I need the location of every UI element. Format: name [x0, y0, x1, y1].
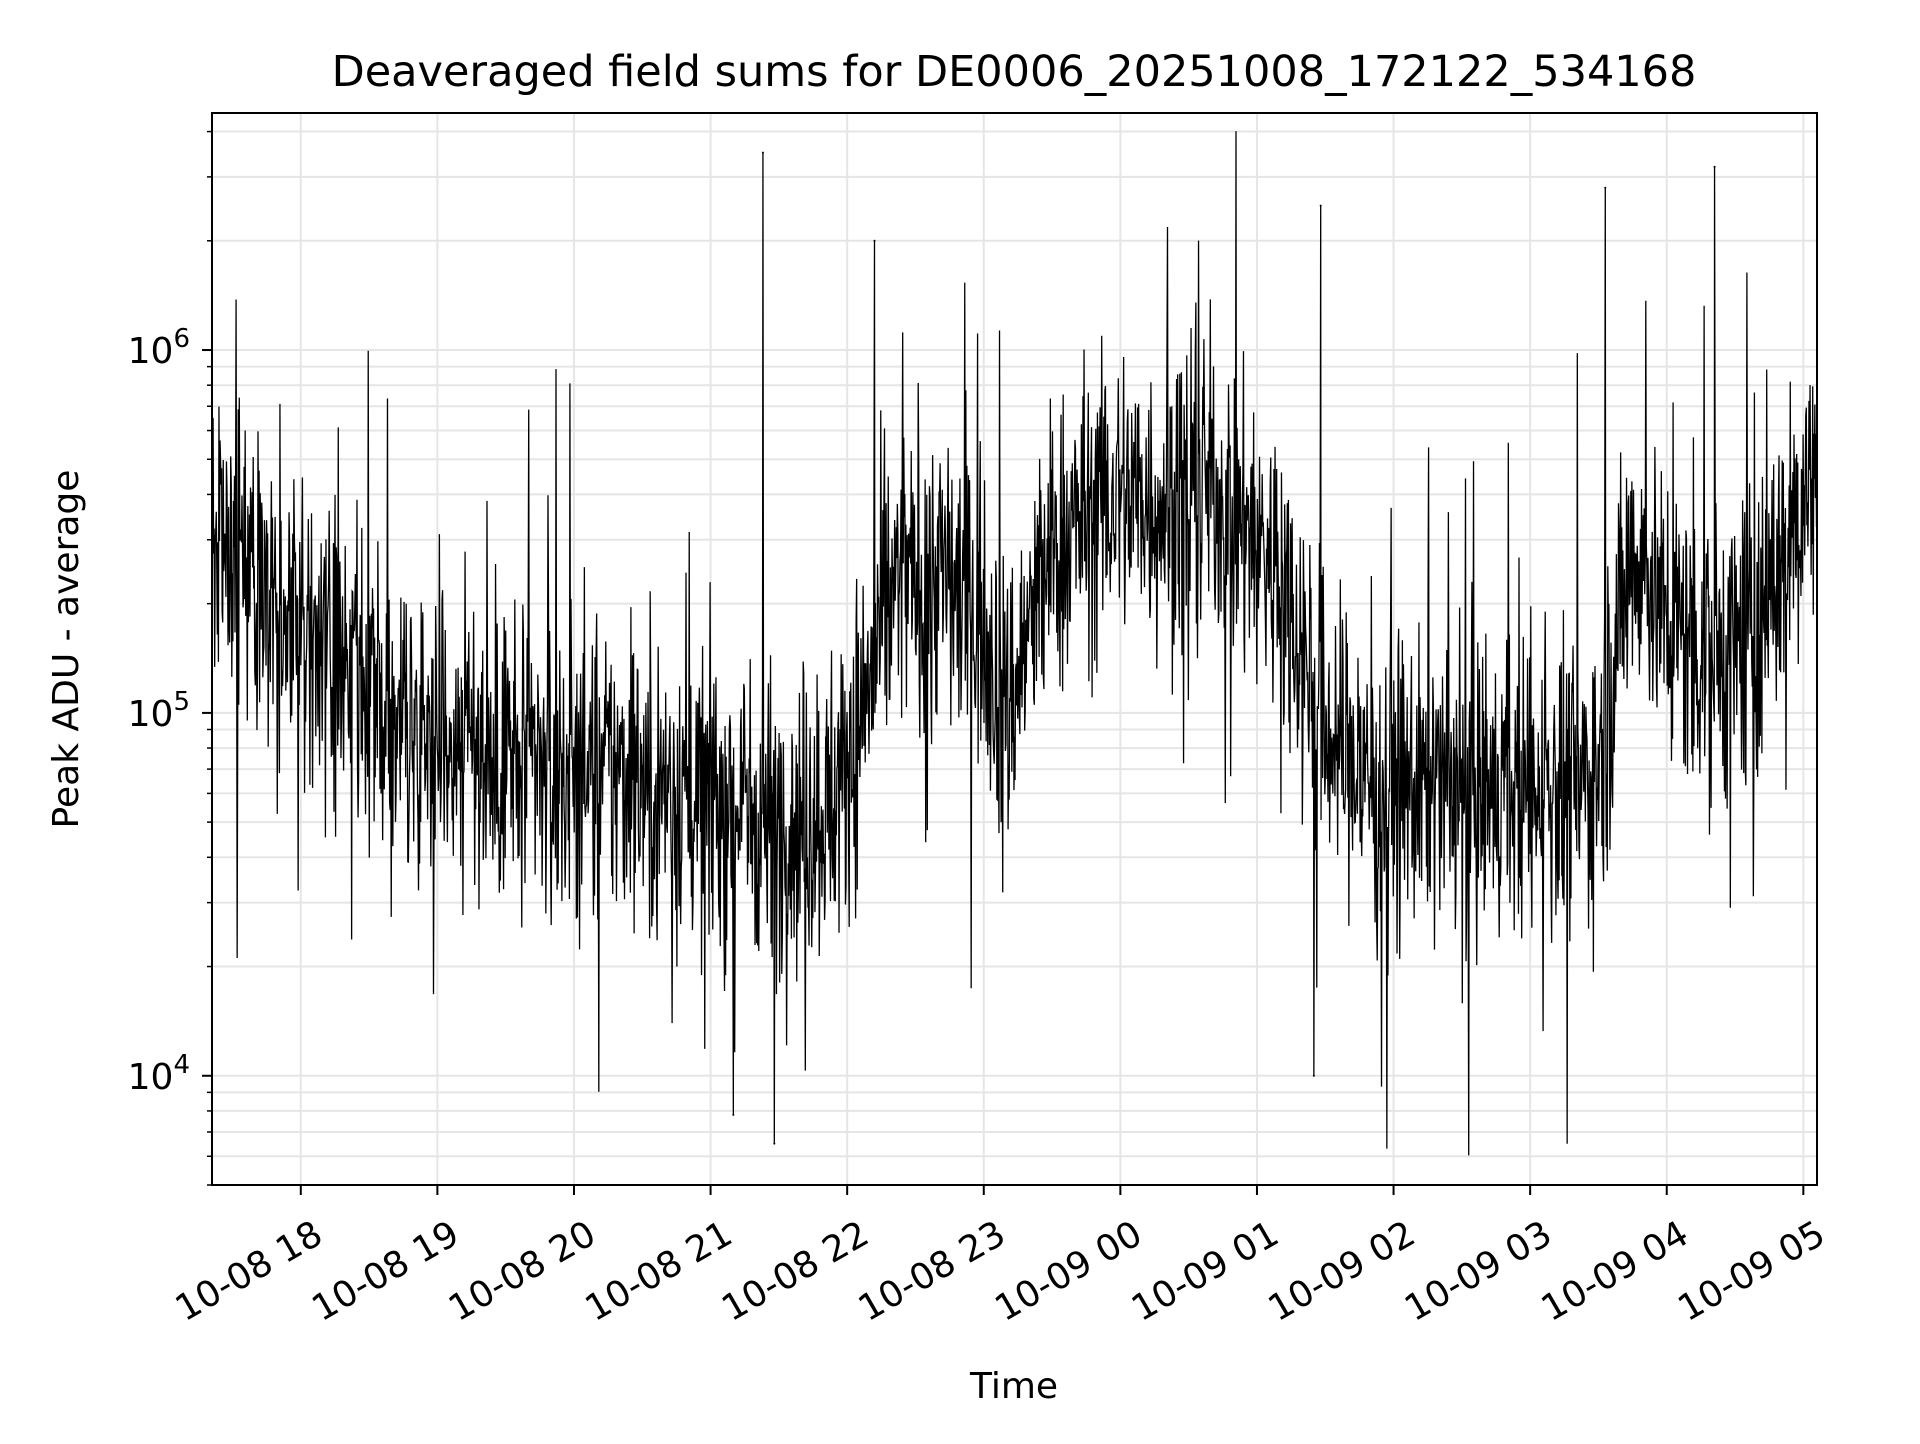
peak-point — [761, 151, 764, 154]
y-axis-label: Peak ADU - average — [46, 470, 87, 829]
y-tick-label: 105 — [128, 687, 190, 735]
chart-title: Deaveraged field sums for DE0006_2025100… — [332, 47, 1697, 97]
x-axis-label: Time — [969, 1366, 1058, 1407]
y-tick-label: 104 — [128, 1050, 190, 1098]
plot-frame — [211, 112, 1818, 1186]
peak-point — [1713, 165, 1716, 168]
peak-point — [1319, 204, 1322, 207]
peak-point — [1604, 186, 1607, 189]
minimum-point — [732, 1113, 735, 1116]
y-tick-label: 106 — [128, 324, 190, 372]
minimum-point — [1312, 1074, 1315, 1077]
minimum-point — [773, 1142, 776, 1145]
series-line — [211, 131, 1818, 1156]
peak-point — [873, 239, 876, 242]
data-layer — [211, 131, 1818, 1156]
